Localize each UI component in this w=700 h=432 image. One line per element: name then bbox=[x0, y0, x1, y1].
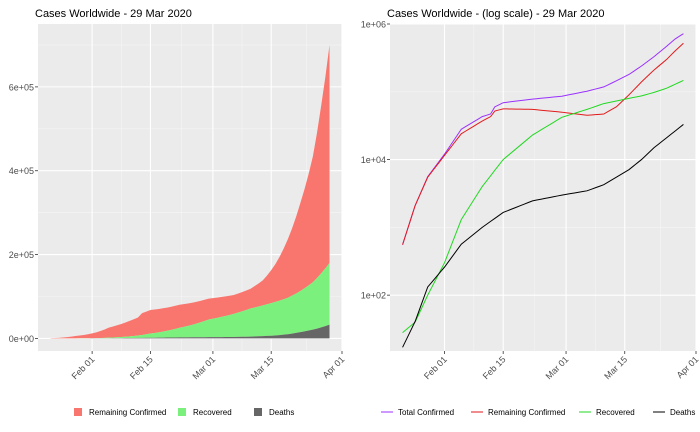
line-total-confirmed bbox=[402, 33, 684, 245]
chart-0-title: Cases Worldwide - 29 Mar 2020 bbox=[35, 8, 192, 20]
y-tick-label: 1e+04 bbox=[361, 155, 386, 165]
legend-label: Remaining Confirmed bbox=[89, 408, 166, 417]
y-tick-label: 2e+05 bbox=[9, 250, 34, 260]
y-tick-label: 0e+00 bbox=[9, 334, 34, 344]
legend-label: Deaths bbox=[670, 408, 695, 417]
legend-label: Deaths bbox=[269, 408, 294, 417]
line-recovered bbox=[402, 79, 684, 334]
y-tick-label: 1e+02 bbox=[361, 291, 386, 301]
y-tick-label: 6e+05 bbox=[9, 82, 34, 92]
legend-label: Recovered bbox=[596, 408, 635, 417]
legend-swatch bbox=[254, 408, 262, 416]
y-tick-label: 4e+05 bbox=[9, 166, 34, 176]
legend-swatch bbox=[178, 408, 186, 416]
line-remaining-confirmed bbox=[402, 42, 684, 245]
legend-0: Remaining Confirmed Recovered Deaths bbox=[74, 408, 294, 417]
area-recovered bbox=[50, 262, 330, 339]
legend-label: Remaining Confirmed bbox=[488, 408, 565, 417]
line-deaths bbox=[402, 124, 684, 348]
legend-swatch bbox=[74, 408, 82, 416]
legend-1: Total Confirmed Remaining Confirmed Recove… bbox=[381, 408, 695, 417]
y-tick-label: 1e+06 bbox=[361, 20, 386, 30]
legend-label: Recovered bbox=[193, 408, 232, 417]
area-deaths bbox=[50, 324, 330, 339]
chart-1-title: Cases Worldwide - (log scale) - 29 Mar 2… bbox=[387, 8, 604, 20]
legend-label: Total Confirmed bbox=[398, 408, 454, 417]
